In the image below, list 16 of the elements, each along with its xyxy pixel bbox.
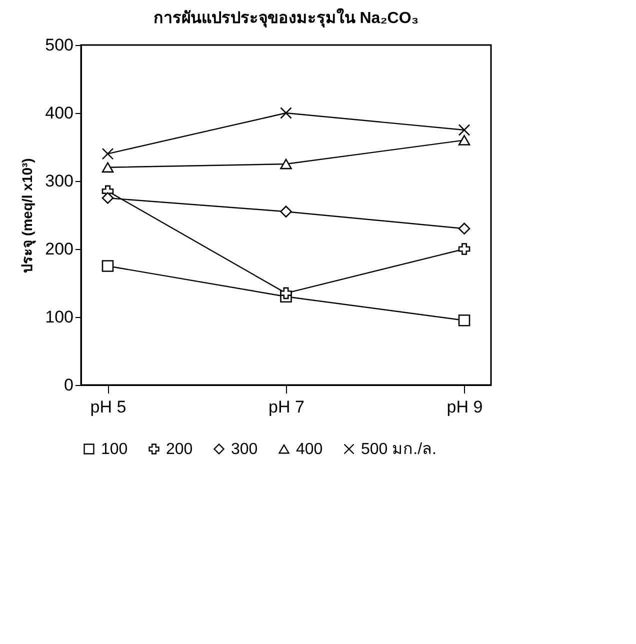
y-axis-title: ประจุ (meq/l x10³) [19, 158, 36, 273]
legend-label: 400 [296, 441, 323, 458]
legend-label: 300 [231, 441, 258, 458]
legend-label: 200 [166, 441, 193, 458]
y-tick-label: 0 [64, 376, 74, 394]
y-tick-label: 100 [45, 308, 74, 326]
x-tick-label: pH 9 [446, 398, 483, 416]
y-tick-label: 500 [45, 36, 74, 54]
legend-label: 500 มก./ล. [361, 441, 436, 458]
x-tick-label: pH 7 [268, 398, 304, 416]
y-tick-label: 300 [45, 172, 74, 190]
y-tick-label: 200 [45, 240, 74, 258]
chart-title: การผันแปรประจุของมะรุมใน Na₂CO₃ [153, 8, 419, 28]
legend-label: 100 [101, 441, 128, 458]
x-tick-label: pH 5 [90, 398, 126, 416]
y-tick-label: 400 [45, 104, 74, 122]
